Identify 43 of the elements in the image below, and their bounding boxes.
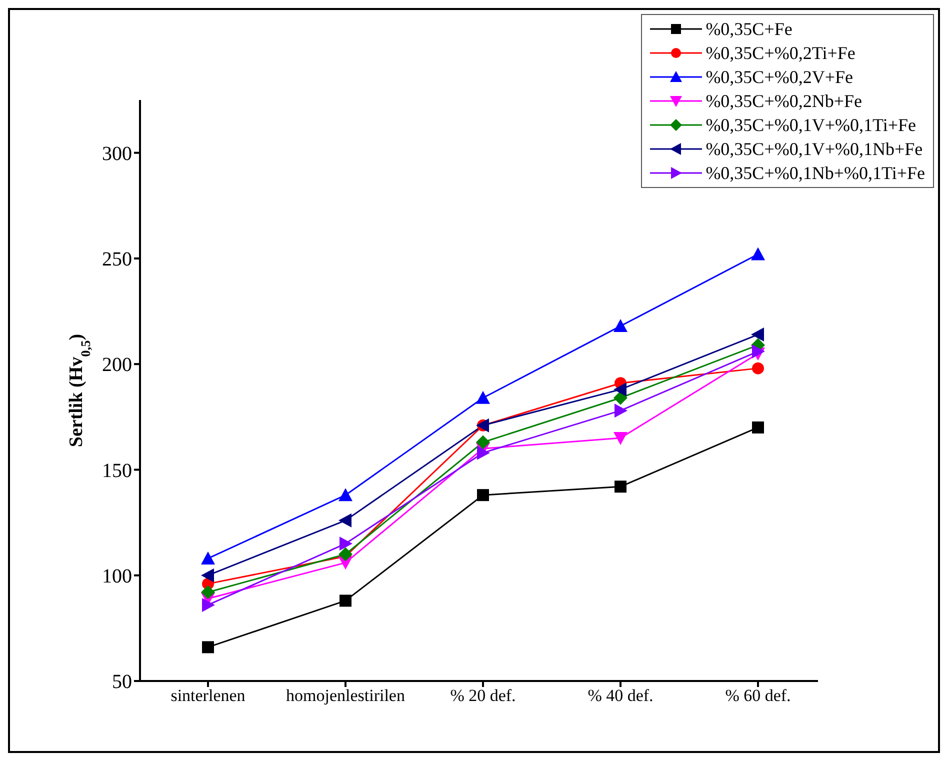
point [614, 432, 628, 446]
point [340, 536, 352, 551]
point [614, 319, 628, 332]
point [752, 362, 764, 374]
point [752, 344, 765, 358]
point [201, 585, 215, 600]
x-tick-label: sinterlenen [170, 686, 246, 706]
point [476, 390, 490, 404]
y-tick-label: 50 [112, 671, 132, 694]
x-tick-label: % 40 def. [588, 686, 654, 706]
point [202, 641, 214, 654]
point [338, 488, 352, 502]
point [477, 446, 490, 460]
point [476, 435, 490, 450]
point [752, 421, 764, 434]
y-tick-label: 150 [102, 460, 132, 482]
legend-label: %0,35C+%0,1V+%0,1Ti+Fe [706, 114, 916, 136]
legend-label: %0,35C+%0,1Nb+%0,1Ti+Fe [706, 162, 925, 184]
point [751, 328, 764, 342]
legend-label: %0,35C+%0,1V+%0,1Nb+Fe [706, 138, 923, 160]
point [338, 513, 352, 528]
legend-label: %0,35C+Fe [706, 18, 792, 40]
y-tick-label: 200 [102, 354, 132, 376]
point [614, 404, 628, 418]
point [614, 390, 628, 405]
legend-label: %0,35C+%0,2Ti+Fe [706, 42, 856, 64]
y-tick-label: 100 [102, 565, 132, 588]
point [201, 551, 215, 564]
point [340, 594, 352, 607]
point [202, 598, 215, 612]
legend-label: %0,35C+%0,2Nb+Fe [706, 90, 862, 112]
y-tick-label: 250 [102, 248, 132, 271]
point [338, 547, 352, 562]
x-tick-label: homojenlestirilen [286, 686, 406, 706]
y-tick-label: 300 [102, 142, 132, 165]
point [751, 247, 765, 260]
point [201, 568, 214, 582]
point [477, 489, 489, 502]
point [614, 382, 626, 396]
point [614, 480, 626, 493]
x-tick-label: % 60 def. [725, 686, 791, 706]
legend-label: %0,35C+%0,2V+Fe [706, 66, 853, 88]
x-tick-label: % 20 def. [450, 686, 516, 706]
